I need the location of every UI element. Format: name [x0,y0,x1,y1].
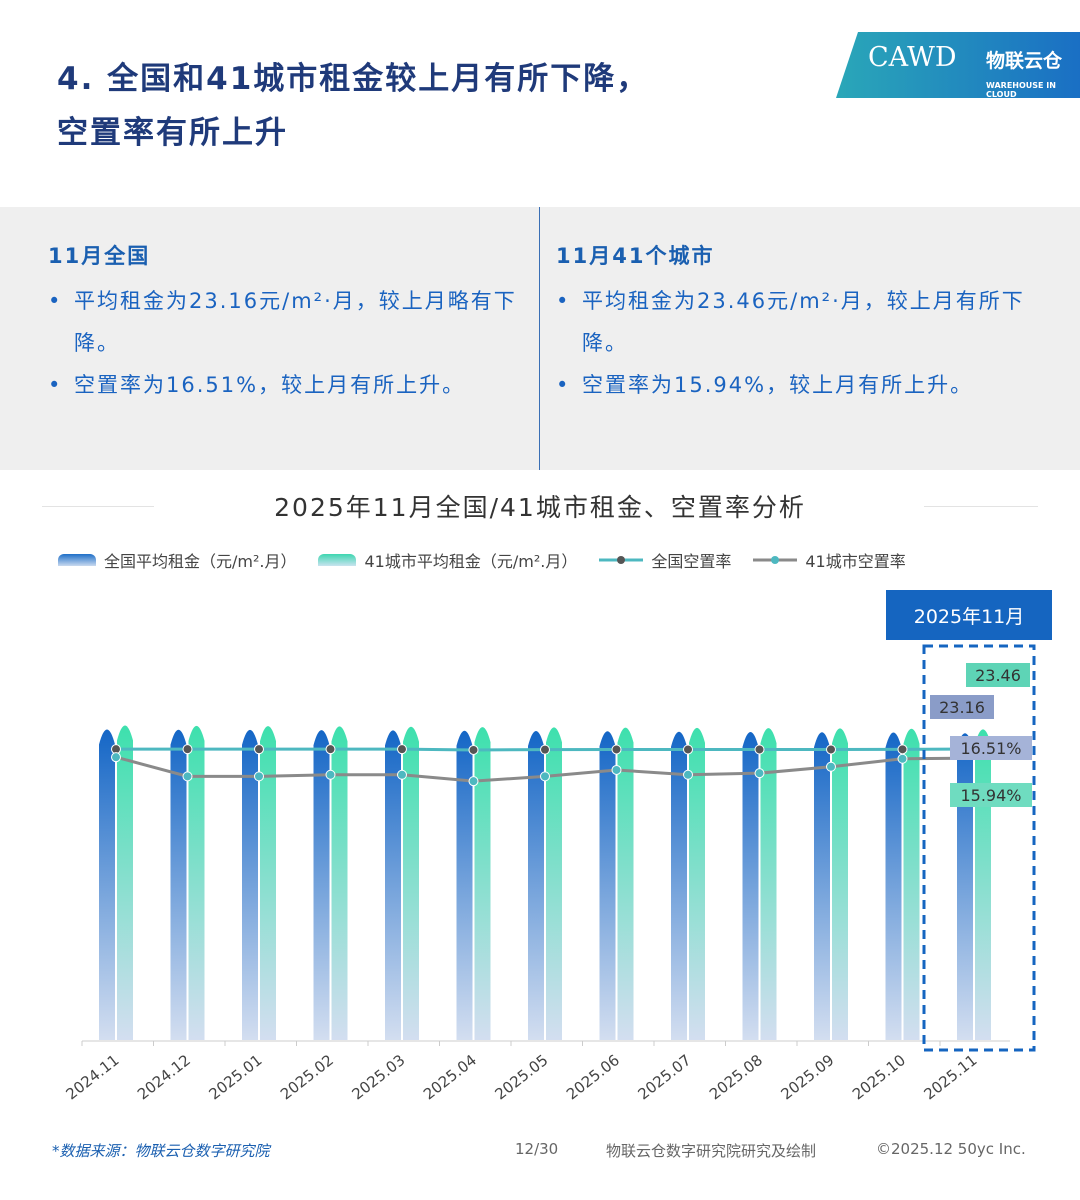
bar-city-rent [617,727,634,1040]
bar-national-rent [671,731,687,1040]
data-label: 23.16 [939,698,985,717]
vacancy-point [397,744,407,755]
page-number: 12/30 [515,1140,559,1158]
bar-national-rent [313,730,330,1040]
bar-national-rent [742,731,759,1040]
vacancy-point [754,768,765,779]
divider [42,506,154,507]
bar-city-rent [260,726,276,1040]
bar-national-rent [385,730,401,1040]
vacancy-point [540,771,550,782]
page-title: 4. 全国和41城市租金较上月有所下降， 空置率有所上升 [57,61,650,151]
bar-city-rent [903,728,920,1040]
bar-city-rent [331,726,348,1040]
bar-city-rent [117,725,133,1040]
x-tick-label: 2025.04 [420,1051,480,1103]
x-tick-label: 2025.06 [563,1051,623,1103]
data-label: 23.46 [975,666,1021,685]
chart-title: 2025年11月全国/41城市租金、空置率分析 [274,493,806,522]
data-label-box [966,663,1030,687]
data-label: 16.51% [960,739,1021,758]
x-tick-label: 2025.08 [706,1051,766,1103]
vacancy-point [182,771,193,782]
bar-city-rent [546,727,562,1040]
vacancy-point [611,744,622,755]
x-tick-label: 2025.01 [205,1051,265,1103]
vacancy-point [111,752,121,763]
bar-national-rent [599,731,616,1040]
data-label-box [950,736,1032,760]
vacancy-point [897,744,908,755]
vacancy-point [826,744,836,755]
bar-national-rent [957,733,973,1040]
credit: 物联云仓数字研究院研究及绘制 [606,1142,817,1160]
vacancy-point [754,744,765,755]
legend-national-vacancy[interactable]: 全国空置率 [599,548,731,572]
vacancy-point [397,769,407,780]
data-source: *数据来源：物联云仓数字研究院 [52,1142,270,1160]
x-tick-label: 2025.11 [920,1051,980,1103]
data-label: 15.94% [960,786,1021,805]
logo: CAWD 物联云仓 WAREHOUSE IN CLOUD [836,32,1080,98]
bar-city-rent [975,729,991,1040]
legend-city-vacancy[interactable]: 41城市空置率 [753,548,906,572]
bar-city-rent [474,727,491,1040]
bar-city-rent [832,728,848,1040]
x-tick-label: 2025.07 [634,1051,694,1103]
x-tick-label: 2024.11 [62,1051,122,1103]
vacancy-point [325,744,336,755]
vacancy-point [683,769,693,780]
bar-national-rent [814,732,830,1040]
vacancy-point [683,744,693,755]
vacancy-point [182,744,193,755]
bar-city-rent [188,725,205,1040]
bar-city-rent [689,727,705,1040]
bar-national-rent [456,730,473,1040]
vacancy-point [468,744,479,755]
vacancy-point [611,764,622,775]
bar-city-rent [403,726,419,1040]
x-tick-label: 2025.10 [849,1051,909,1103]
copyright: ©2025.12 50yc Inc. [876,1140,1026,1158]
legend: 全国平均租金（元/m².月） 41城市平均租金（元/m².月） 全国空置率 41… [58,548,906,572]
bar-national-rent [99,729,115,1040]
bar-national-rent [528,731,544,1040]
bar-national-rent [170,729,187,1040]
vacancy-point [254,771,264,782]
highlight-badge: 2025年11月 [886,590,1052,640]
bar-national-rent [242,729,258,1040]
vacancy-point [325,769,336,780]
vacancy-point [254,744,264,755]
vacancy-point [826,761,836,772]
x-tick-label: 2025.05 [491,1051,551,1103]
x-tick-label: 2024.12 [134,1051,194,1103]
vacancy-point [468,776,479,787]
x-tick-label: 2025.09 [777,1051,837,1103]
divider [539,207,540,470]
summary-national: 11月全国 平均租金为23.16元/m²·月，较上月略有下降。空置率为16.51… [48,240,528,406]
data-label-box [950,783,1032,807]
data-label-box [930,695,994,719]
summary-41-cities: 11月41个城市 平均租金为23.46元/m²·月，较上月有所下降。空置率为15… [556,240,1056,406]
highlight-box [922,644,1036,1052]
x-tick-label: 2025.03 [348,1051,408,1103]
legend-national-rent[interactable]: 全国平均租金（元/m².月） [58,548,296,572]
bar-national-rent [885,732,902,1040]
vacancy-point [897,753,908,764]
divider [924,506,1038,507]
bar-city-rent [760,728,777,1040]
legend-city-rent[interactable]: 41城市平均租金（元/m².月） [318,548,577,572]
vacancy-point [540,744,550,755]
x-tick-label: 2025.02 [277,1051,337,1103]
